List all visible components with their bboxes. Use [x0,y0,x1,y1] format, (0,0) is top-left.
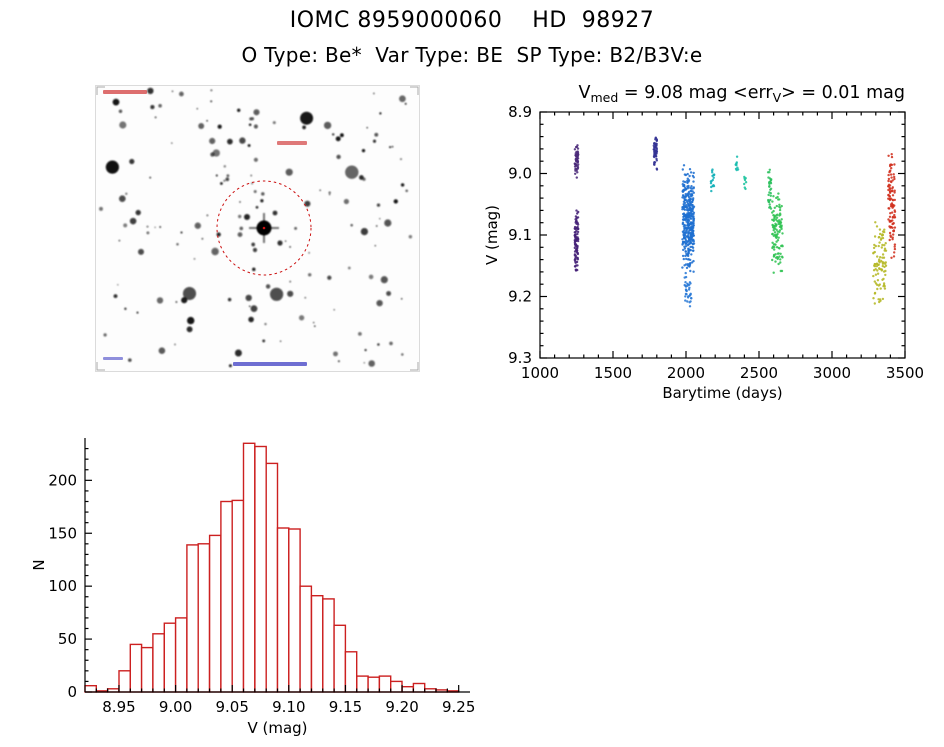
y-axis-label: V (mag) [483,205,501,265]
svg-text:100: 100 [48,577,77,595]
plot-title: Vmed = 9.08 mag <errV> = 0.01 mag [579,83,906,105]
svg-text:8.9: 8.9 [508,103,532,121]
svg-text:9.3: 9.3 [508,349,532,367]
svg-text:9.20: 9.20 [385,698,418,716]
histogram-bars [84,442,460,693]
target-center-mark [262,226,266,230]
histogram-plot: 8.95 9.00 9.05 9.10 9.15 9.20 9.25 0 50 100 150 200… [30,438,475,737]
svg-text:3000: 3000 [813,364,851,382]
svg-text:3500: 3500 [886,364,924,382]
x-axis-label: Barytime (days) [662,384,782,402]
svg-text:1000: 1000 [521,364,559,382]
axes [84,438,470,693]
annotation-marks [96,86,419,371]
svg-text:9.00: 9.00 [159,698,192,716]
axes [539,111,906,359]
svg-text:9.2: 9.2 [508,288,532,306]
data-points [573,136,897,308]
svg-text:50: 50 [58,630,77,648]
svg-text:9.10: 9.10 [272,698,305,716]
x-axis-label: V (mag) [247,719,307,737]
svg-text:9.1: 9.1 [508,226,532,244]
svg-text:2000: 2000 [667,364,705,382]
svg-text:9.25: 9.25 [442,698,475,716]
svg-text:9.0: 9.0 [508,165,532,183]
star-field [99,87,413,368]
svg-text:2500: 2500 [740,364,778,382]
target-circle [216,180,312,276]
finder-chart-image [95,85,420,372]
svg-text:1500: 1500 [594,364,632,382]
svg-text:9.15: 9.15 [329,698,362,716]
lightcurve-plot: 1000 1500 2000 2500 3000 3500 8.9 9.0 9.1 9.2 9.3 B… [483,83,924,402]
page-title: IOMC 8959000060 HD 98927 [289,8,655,33]
y-axis-label: N [30,559,48,570]
page-subtitle: O Type: Be* Var Type: BE SP Type: B2/B3V… [241,43,703,67]
svg-text:8.95: 8.95 [102,698,135,716]
svg-text:9.05: 9.05 [216,698,249,716]
svg-text:200: 200 [48,471,77,489]
svg-text:150: 150 [48,524,77,542]
svg-text:0: 0 [67,683,77,701]
